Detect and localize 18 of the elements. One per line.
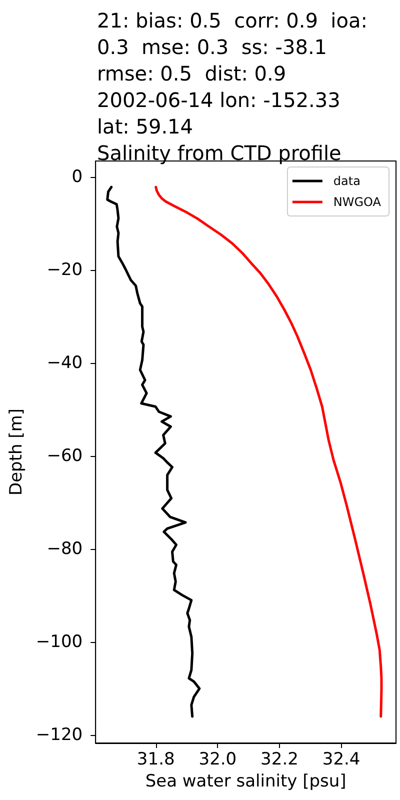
y-tick-label: −40	[46, 352, 83, 373]
line-series	[154, 186, 383, 718]
x-tick-label: 31.8	[136, 750, 175, 770]
y-tick-label: −80	[46, 539, 83, 559]
y-tick-label: −100	[36, 632, 83, 652]
x-tick-label: 32.0	[198, 750, 237, 770]
x-axis-title: Sea water salinity [psu]	[145, 771, 346, 792]
x-tick-label: 32.2	[260, 750, 298, 770]
y-tick-label: −60	[46, 446, 83, 466]
x-tick-label: 32.4	[322, 750, 360, 770]
legend-label: NWGOA	[333, 195, 382, 209]
legend-label: data	[333, 174, 360, 188]
line-series	[106, 186, 201, 718]
y-tick-label: 0	[72, 166, 83, 187]
y-tick-label: −120	[36, 725, 83, 746]
chart-title: 21: bias: 0.5 corr: 0.9 ioa: 0.3 mse: 0.3 ss: -38.1 rmse: 0.5 dist: 0.9 2002-06-14 lon: -152.33 lat: 59.14 Salinity from CTD profile	[97, 8, 368, 165]
y-axis-title: Depth [m]	[6, 408, 26, 496]
y-tick-label: −20	[46, 260, 83, 280]
